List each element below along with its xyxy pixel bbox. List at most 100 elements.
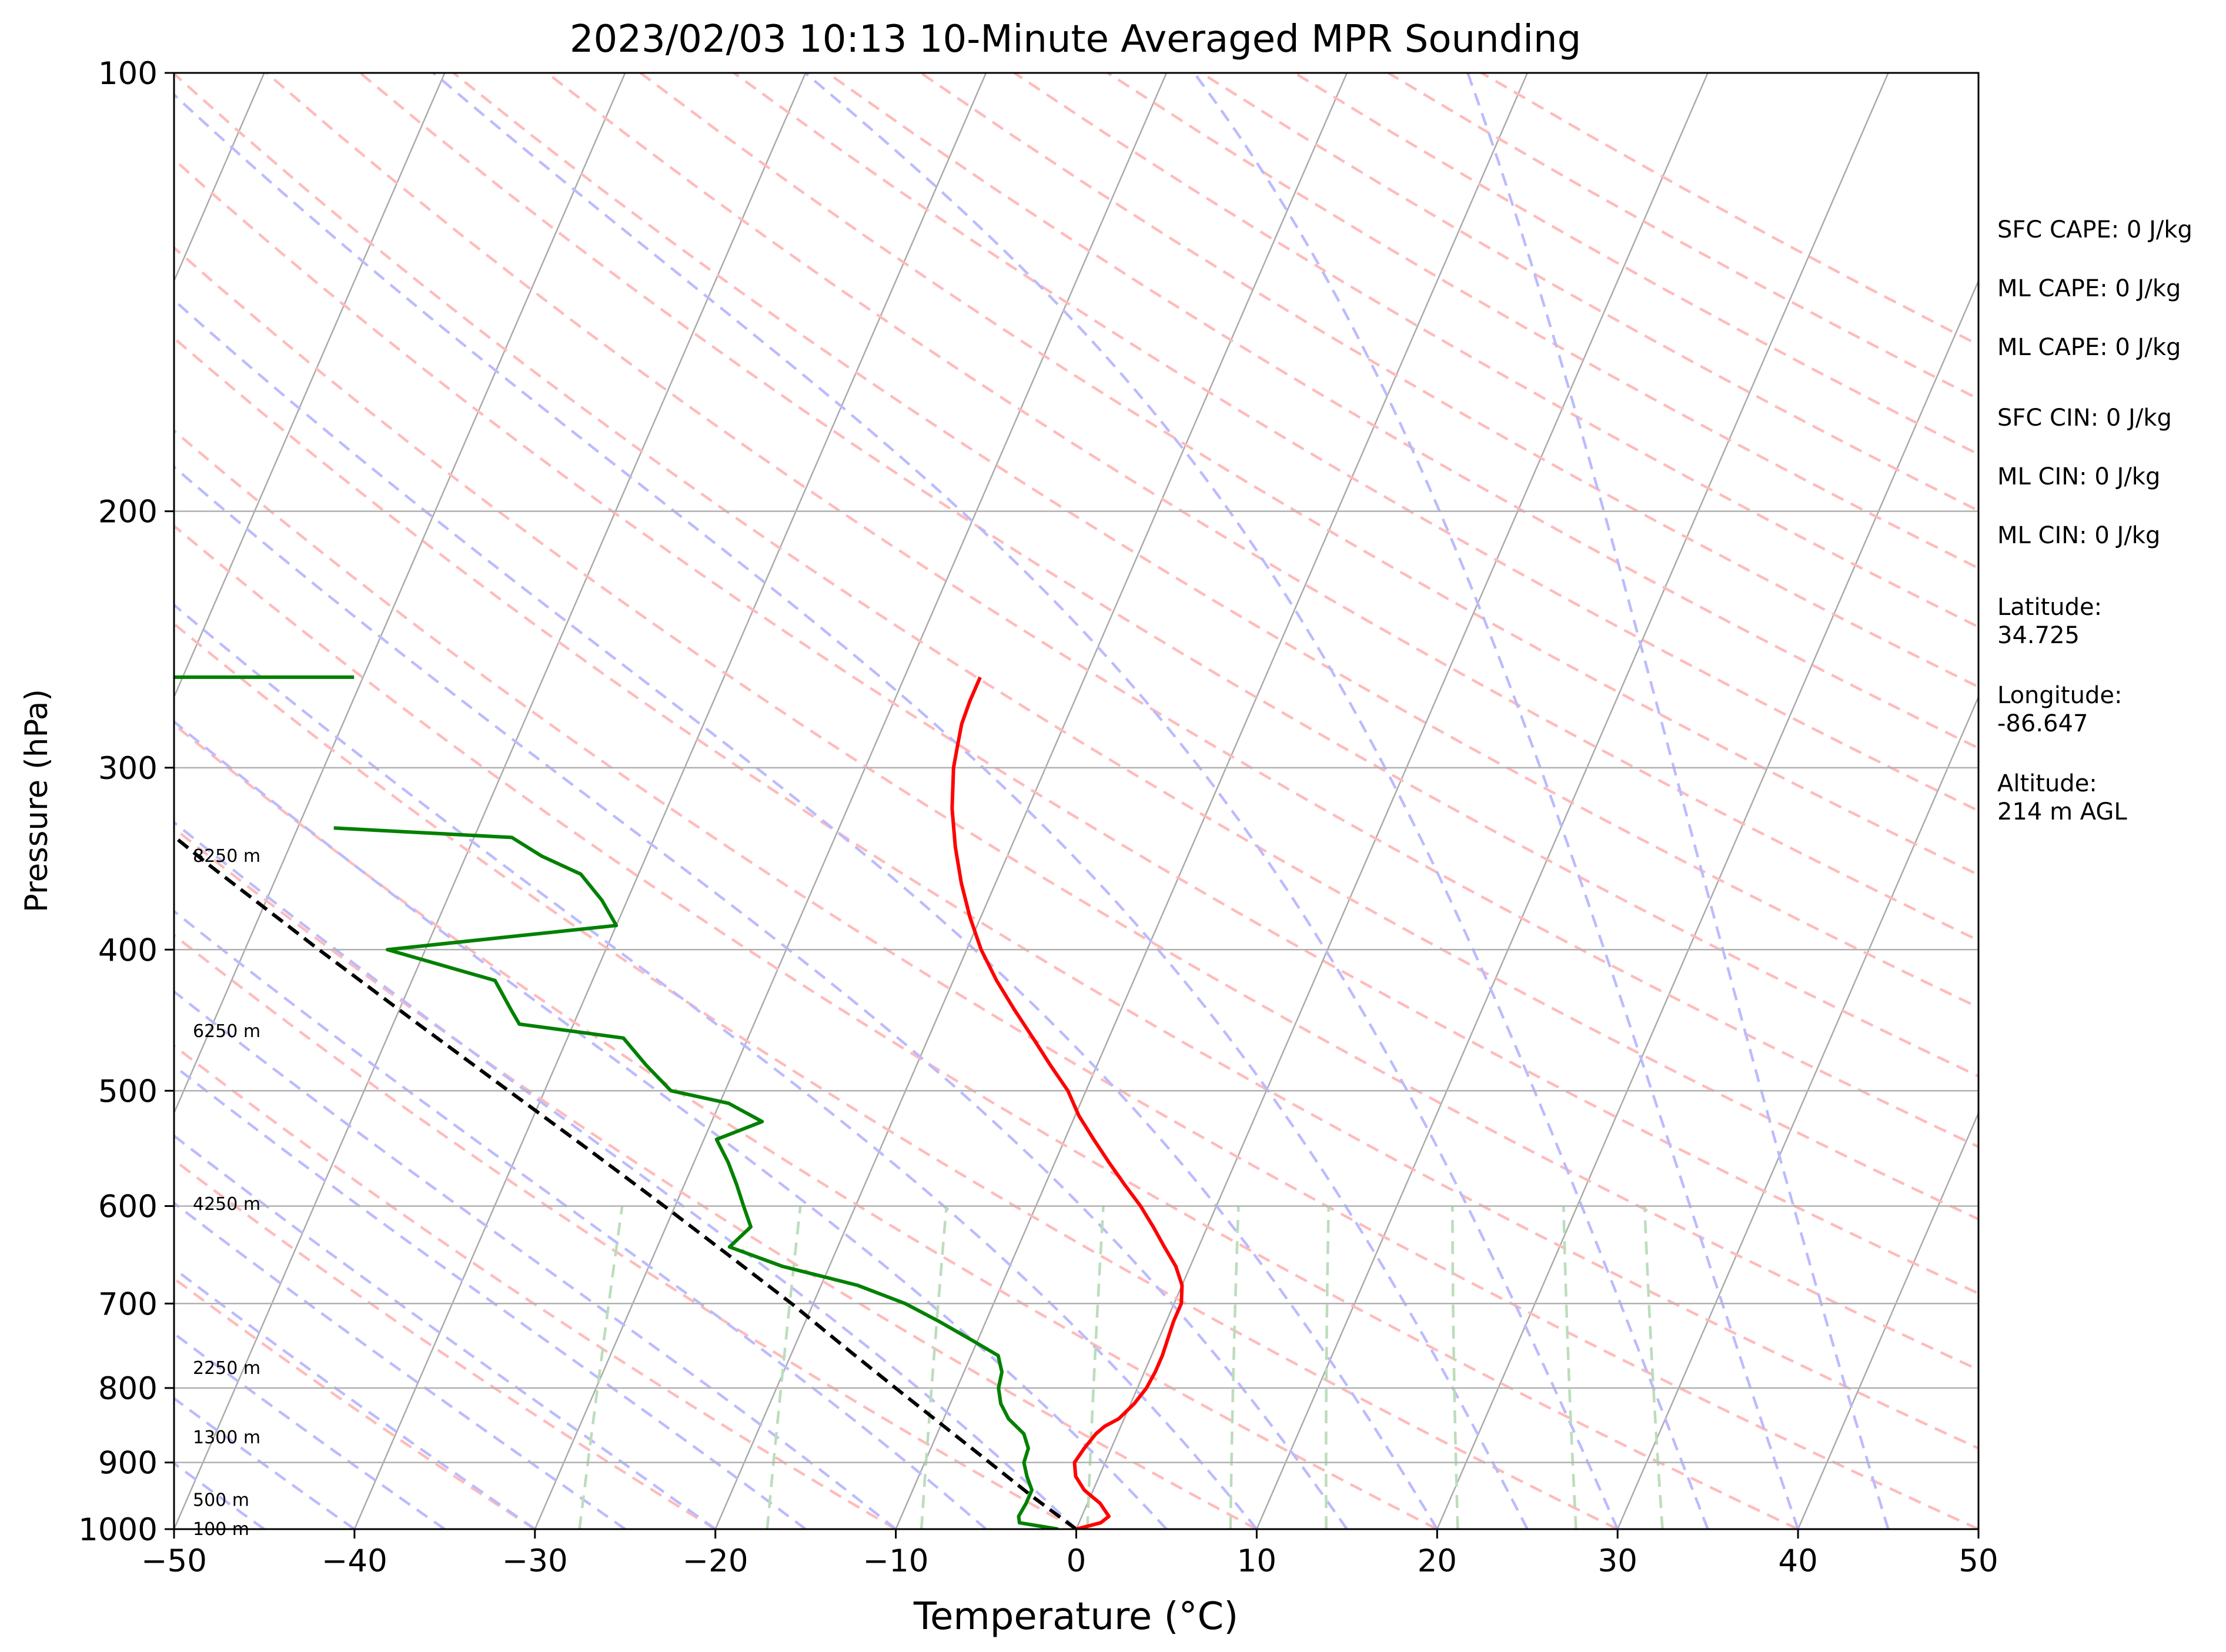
height-label: 2250 m (193, 1358, 260, 1379)
isotherm-line (534, 73, 1168, 1529)
y-tick-label: 500 (98, 1074, 158, 1109)
mixing-ratio-line (1229, 1206, 1240, 1529)
isotherm-line (353, 73, 987, 1529)
moist-adiabat-line (174, 1396, 356, 1529)
mixing-ratio-line (766, 1206, 802, 1529)
mixing-ratio-line (578, 1206, 624, 1529)
moist-adiabat-line (174, 1201, 626, 1529)
dry-adiabat-line (174, 1277, 536, 1529)
x-tick-label: −10 (863, 1543, 929, 1579)
info-annotation: Longitude: -86.647 (1997, 682, 2122, 737)
chart-title: 2023/02/03 10:13 10-Minute Averaged MPR … (570, 18, 1581, 61)
isotherm-line (174, 73, 807, 1529)
dewpoint-line (333, 826, 1059, 1529)
info-annotation: ML CAPE: 0 J/kg (1997, 275, 2181, 302)
y-tick-label: 200 (98, 494, 158, 530)
y-tick-label: 700 (98, 1286, 158, 1322)
sounding-traces (174, 675, 1184, 1529)
moist-adiabat-line (1466, 73, 1890, 1529)
dry-adiabat-line (174, 73, 1978, 1221)
temperature-line (950, 676, 1184, 1529)
y-axis-ticks: 1000 900 800 700 600 500 400 300 200 100 (78, 56, 174, 1548)
info-annotation: ML CIN: 0 J/kg (1997, 463, 2160, 490)
height-label: 4250 m (193, 1194, 260, 1215)
moist-adiabat-line (174, 298, 1439, 1529)
dry-adiabat-line (174, 524, 1799, 1529)
isotherm-line (174, 73, 446, 699)
parcel-path-line (174, 834, 1078, 1529)
y-tick-label: 100 (98, 56, 158, 92)
x-tick-label: 0 (1067, 1543, 1087, 1579)
moist-adiabat-line (804, 73, 1709, 1529)
x-tick-label: 40 (1778, 1543, 1817, 1579)
dry-adiabat-line (174, 1044, 897, 1529)
dry-adiabat-line (546, 73, 1978, 942)
moist-adiabat-line (174, 909, 987, 1529)
y-axis-label: Pressure (hPa) (19, 689, 55, 912)
mixing-ratio-line (1086, 1206, 1105, 1529)
moist-adiabat-line (174, 603, 1258, 1529)
moist-adiabat-line (432, 73, 1619, 1529)
dry-adiabat-line (174, 158, 1978, 1295)
mixing-ratio-line (1451, 1206, 1459, 1529)
dry-adiabat-line (174, 723, 1438, 1529)
dry-adiabat-line (452, 73, 1978, 1009)
isotherm-line (1617, 695, 1978, 1529)
moist-adiabat-line (174, 92, 1529, 1529)
info-annotation: Altitude: 214 m AGL (1997, 770, 2127, 825)
isotherm-line (714, 73, 1348, 1529)
x-tick-label: 30 (1597, 1543, 1637, 1579)
height-label: 8250 m (193, 846, 260, 867)
moist-adiabat-line (174, 820, 1078, 1529)
pressure-gridlines (174, 72, 1978, 1530)
reference-lines (174, 73, 1978, 1529)
sounding-info-panel: SFC CAPE: 0 J/kg ML CAPE: 0 J/kg ML CAPE: … (1997, 216, 2192, 825)
moist-adiabat-line (174, 1134, 717, 1529)
y-tick-label: 800 (98, 1371, 158, 1407)
x-tick-label: 10 (1237, 1543, 1276, 1579)
info-annotation: Latitude: 34.725 (1997, 594, 2102, 649)
dry-adiabat-line (733, 73, 1978, 812)
mixing-ratio-line (1562, 1206, 1577, 1529)
x-tick-label: 50 (1958, 1543, 1998, 1579)
height-label: 6250 m (193, 1021, 260, 1042)
dry-adiabat-line (265, 73, 1978, 1149)
info-annotation: ML CIN: 0 J/kg (1997, 522, 2160, 549)
info-annotation: SFC CAPE: 0 J/kg (1997, 216, 2192, 243)
isotherm-line (174, 73, 626, 1115)
height-label: 1300 m (193, 1427, 260, 1448)
info-annotation: SFC CIN: 0 J/kg (1997, 404, 2172, 432)
isotherm-line (1436, 279, 1978, 1529)
x-axis-label: Temperature (°C) (913, 1595, 1238, 1638)
isotherm-line (1075, 73, 1709, 1529)
x-tick-label: −30 (502, 1543, 568, 1579)
dry-adiabat-line (920, 73, 1978, 688)
mixing-ratio-line (920, 1206, 948, 1529)
x-tick-label: −50 (141, 1543, 207, 1579)
y-tick-label: 1000 (78, 1512, 158, 1548)
x-tick-label: −40 (322, 1543, 387, 1579)
dry-adiabat-line (174, 336, 1978, 1450)
y-tick-label: 600 (98, 1189, 158, 1225)
y-tick-label: 400 (98, 932, 158, 968)
height-label: 500 m (193, 1490, 249, 1510)
moist-adiabat-line (1193, 73, 1800, 1529)
moist-adiabat-line (174, 1267, 536, 1529)
mixing-ratio-line (1643, 1206, 1664, 1529)
isotherm-line (1256, 73, 1889, 1529)
y-tick-label: 300 (98, 751, 158, 787)
y-tick-label: 900 (98, 1446, 158, 1482)
x-tick-label: 20 (1418, 1543, 1457, 1579)
moist-adiabat-line (174, 989, 897, 1529)
dry-adiabat-line (359, 73, 1978, 1078)
dry-adiabat-line (174, 933, 1077, 1529)
moist-adiabat-line (174, 720, 1168, 1529)
dry-adiabat-line (174, 1158, 716, 1529)
isotherm-line (1797, 1111, 1978, 1529)
dry-adiabat-line (174, 826, 1258, 1529)
info-annotation: ML CAPE: 0 J/kg (1997, 334, 2181, 361)
x-axis-ticks: −50 −40 −30 −20 −10 0 10 20 30 40 50 (141, 1529, 1998, 1579)
plot-frame (173, 72, 1980, 1530)
